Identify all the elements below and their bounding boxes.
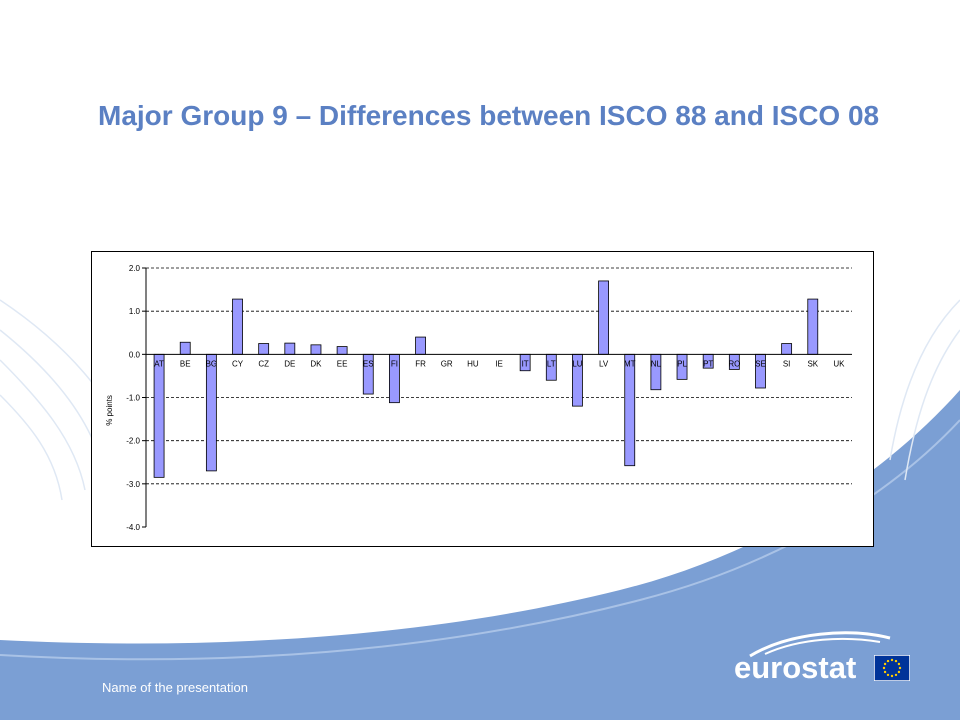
x-tick-label: DE — [284, 359, 295, 368]
logo-wordmark: eurostat — [734, 650, 857, 685]
logo-arc-icon — [749, 631, 891, 658]
bar-cz — [258, 343, 270, 355]
footer-presentation-name: Name of the presentation — [102, 680, 248, 695]
flag-star — [882, 666, 886, 670]
x-tick-label: IE — [495, 359, 503, 368]
x-tick-label: PL — [677, 359, 687, 368]
eurostat-logo: eurostat — [720, 628, 920, 710]
bar-de — [284, 342, 296, 355]
x-tick-label: BE — [180, 359, 191, 368]
flag-star — [890, 674, 894, 678]
x-tick-label: MT — [624, 359, 636, 368]
x-tick-label: CZ — [258, 359, 269, 368]
flag-star — [898, 666, 902, 670]
y-tick-label: 2.0 — [129, 264, 141, 273]
y-tick-label: 0.0 — [129, 350, 141, 359]
x-tick-label: BG — [206, 359, 218, 368]
bar-at — [153, 353, 165, 478]
x-tick-label: NL — [651, 359, 662, 368]
flag-star — [897, 662, 901, 666]
y-tick-label: 1.0 — [129, 307, 141, 316]
flag-star — [890, 658, 894, 662]
flag-star — [883, 670, 887, 674]
flag-star — [886, 659, 890, 663]
y-tick-label: -2.0 — [126, 437, 140, 446]
bar-fr — [415, 336, 426, 355]
bar-bg — [205, 353, 217, 472]
bar-be — [179, 341, 191, 355]
chart-frame: 2.0 1.0 0.0 -1.0 -2.0 -3.0 -4.0 % points AT BE BG C… — [91, 251, 874, 547]
x-tick-label: FR — [415, 359, 426, 368]
bar-chart: 2.0 1.0 0.0 -1.0 -2.0 -3.0 -4.0 % points AT BE BG C… — [105, 264, 852, 532]
bar-ee — [336, 346, 348, 355]
x-tick-label: LV — [599, 359, 609, 368]
x-tick-label: RO — [728, 359, 740, 368]
x-tick-label: SE — [755, 359, 766, 368]
x-tick-label: SI — [783, 359, 791, 368]
bar-sk — [807, 298, 819, 355]
x-tick-label: IT — [522, 359, 529, 368]
x-tick-label: EE — [337, 359, 348, 368]
x-tick-label: FI — [391, 359, 398, 368]
x-tick-label: HU — [467, 359, 479, 368]
flag-star — [894, 659, 898, 663]
y-tick-label: -3.0 — [126, 480, 140, 489]
bar-dk — [310, 344, 322, 355]
bar-lv — [598, 280, 609, 355]
y-tick-label: -1.0 — [126, 394, 140, 403]
x-tick-label: UK — [833, 359, 845, 368]
x-tick-label: GR — [441, 359, 453, 368]
x-tick-label: ES — [363, 359, 374, 368]
bar-cy — [232, 298, 243, 355]
x-tick-label: DK — [310, 359, 322, 368]
x-tick-label: AT — [154, 359, 164, 368]
y-axis-label: % points — [105, 395, 114, 426]
x-tick-label: LT — [547, 359, 556, 368]
x-tick-label: SK — [807, 359, 818, 368]
flag-star — [894, 673, 898, 677]
eu-flag-icon — [874, 655, 910, 681]
bar-mt — [624, 353, 636, 467]
bar-si — [781, 343, 793, 355]
x-tick-label: CY — [232, 359, 244, 368]
slide-title: Major Group 9 – Differences between ISCO… — [98, 100, 880, 131]
y-tick-label: -4.0 — [126, 523, 140, 532]
x-tick-label: PT — [703, 359, 713, 368]
flag-star — [886, 673, 890, 677]
x-tick-label: LU — [572, 359, 582, 368]
flag-star — [883, 662, 887, 666]
flag-star — [897, 670, 901, 674]
